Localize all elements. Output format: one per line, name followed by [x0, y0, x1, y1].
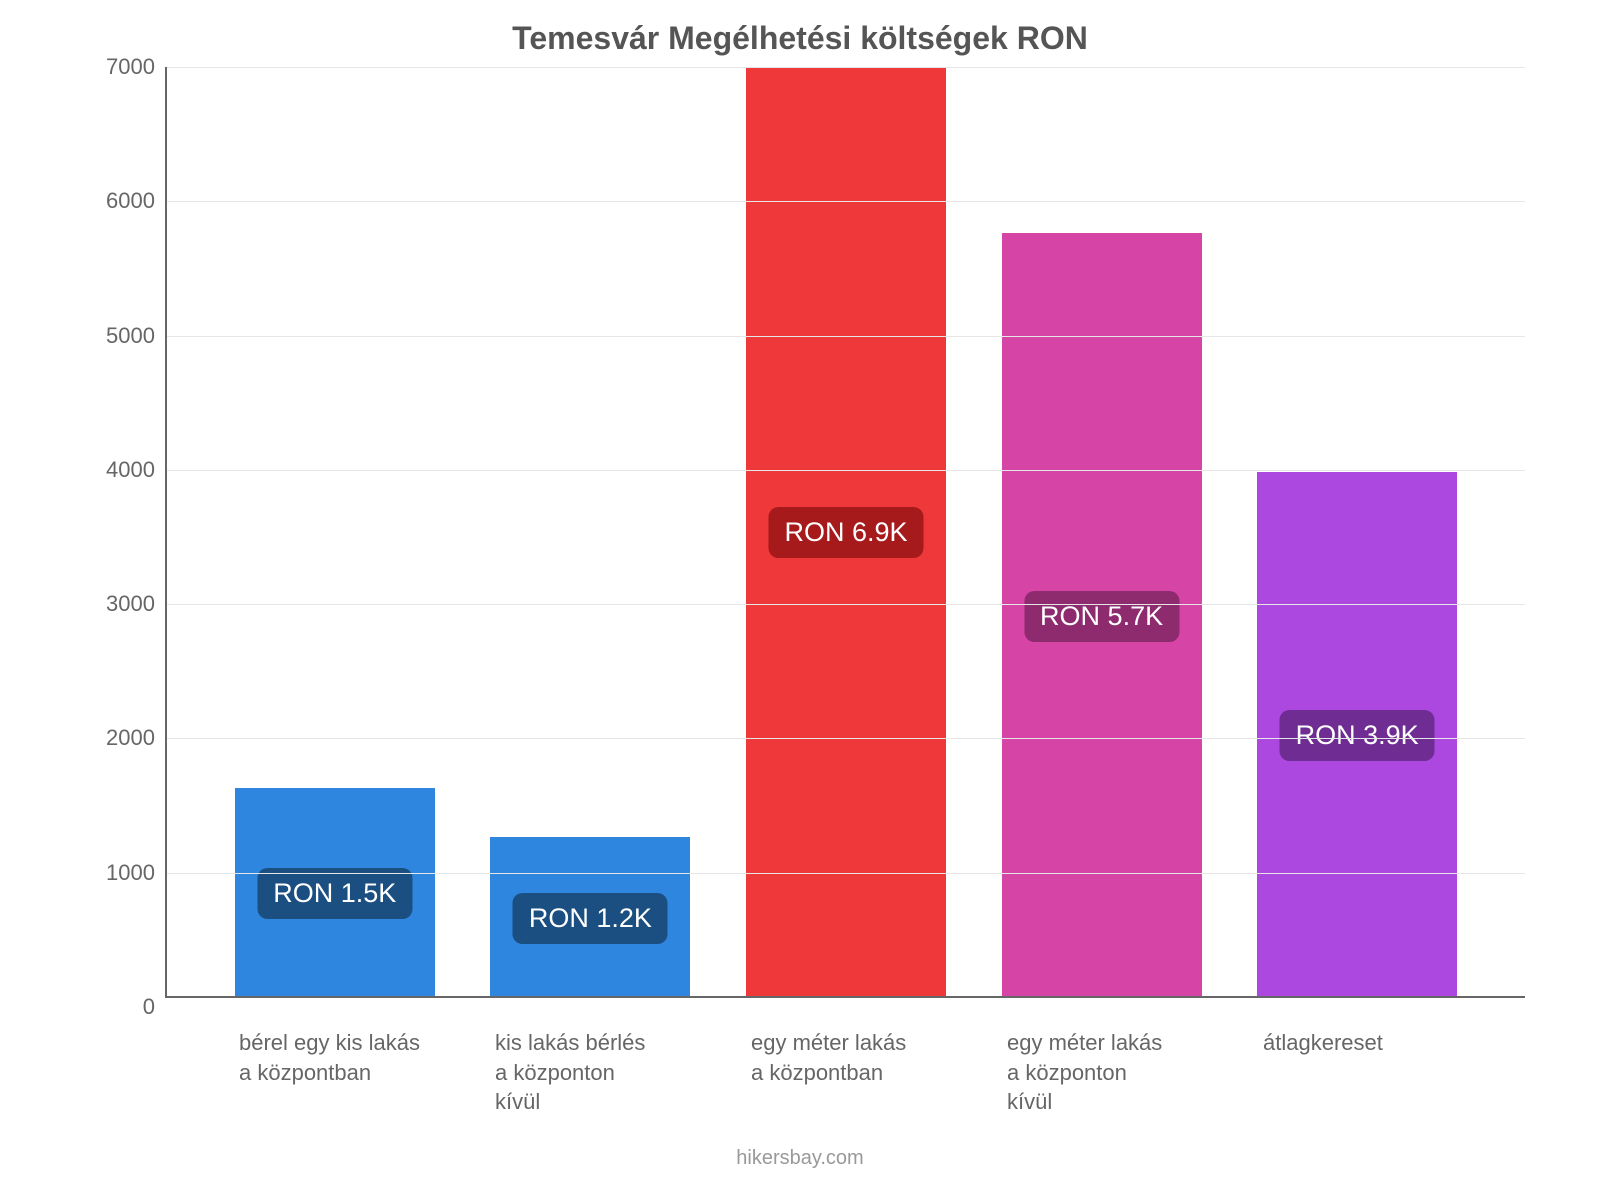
bar: RON 5.7K [1002, 233, 1202, 996]
bar-slot: RON 3.9K [1257, 67, 1457, 996]
bar-value-label: RON 3.9K [1280, 710, 1435, 761]
y-tick-label: 1000 [75, 860, 155, 886]
bar-value-label: RON 1.5K [257, 868, 412, 919]
gridline [167, 336, 1525, 337]
bar-slot: RON 6.9K [746, 67, 946, 996]
chart-title: Temesvár Megélhetési költségek RON [512, 20, 1088, 57]
bar: RON 3.9K [1257, 472, 1457, 996]
y-tick-label: 5000 [75, 323, 155, 349]
bar: RON 6.9K [746, 67, 946, 996]
attribution: hikersbay.com [736, 1147, 863, 1170]
gridline [167, 67, 1525, 68]
y-tick-label: 0 [75, 994, 155, 1020]
y-tick-label: 2000 [75, 725, 155, 751]
gridline [167, 604, 1525, 605]
bar: RON 1.5K [235, 788, 435, 996]
bar-value-label: RON 1.2K [513, 893, 668, 944]
gridline [167, 470, 1525, 471]
y-tick-label: 4000 [75, 457, 155, 483]
bar-value-label: RON 6.9K [768, 507, 923, 558]
bar-slot: RON 1.5K [235, 67, 435, 996]
bars-group: RON 1.5K RON 1.2K RON 6.9K RON 5.7K RON 3.9K [167, 67, 1525, 996]
plot-area: RON 1.5K RON 1.2K RON 6.9K RON 5.7K RON 3.9K [165, 67, 1525, 998]
gridline [167, 201, 1525, 202]
x-axis-label: átlagkereset [1257, 1028, 1457, 1117]
bar-slot: RON 5.7K [1002, 67, 1202, 996]
x-axis-label: kis lakás bérlésa központonkívül [489, 1028, 689, 1117]
gridline [167, 738, 1525, 739]
y-tick-label: 7000 [75, 54, 155, 80]
x-axis-label: bérel egy kis lakása központban [233, 1028, 433, 1117]
x-axis-labels: bérel egy kis lakása központban kis lakás… [75, 1028, 1525, 1117]
bar-slot: RON 1.2K [490, 67, 690, 996]
gridline [167, 873, 1525, 874]
bar-value-label: RON 5.7K [1024, 591, 1179, 642]
bar: RON 1.2K [490, 837, 690, 995]
x-axis-label: egy méter lakása központban [745, 1028, 945, 1117]
y-tick-label: 6000 [75, 188, 155, 214]
x-axis-label: egy méter lakása központonkívül [1001, 1028, 1201, 1117]
chart-container: Temesvár Megélhetési költségek RON RON 1… [0, 0, 1600, 1200]
plot-region: RON 1.5K RON 1.2K RON 6.9K RON 5.7K RON 3.9K… [75, 67, 1525, 998]
y-tick-label: 3000 [75, 591, 155, 617]
